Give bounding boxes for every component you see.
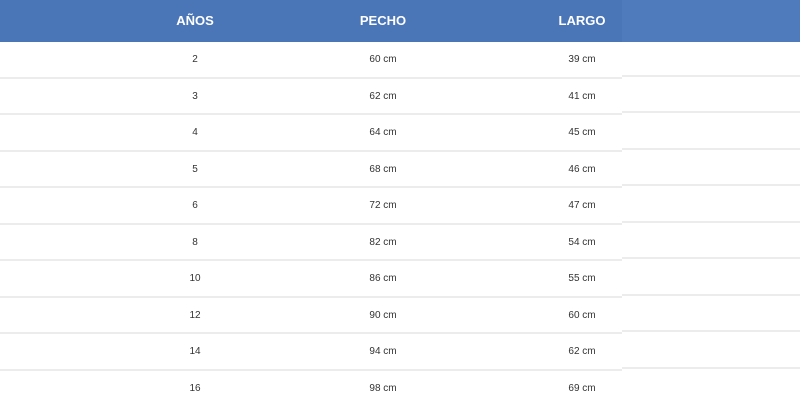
age-cell: 12 <box>189 298 200 334</box>
chest-cell: 72 cm <box>369 188 396 224</box>
table-row: 6 72 cm 47 cm <box>0 188 800 225</box>
chest-cell: 98 cm <box>369 371 396 407</box>
row-divider <box>622 184 800 186</box>
column-header-pecho: PECHO <box>360 0 406 42</box>
row-divider <box>622 294 800 296</box>
row-divider <box>622 75 800 77</box>
row-divider <box>622 257 800 259</box>
length-cell: 46 cm <box>568 152 595 188</box>
length-cell: 55 cm <box>568 261 595 297</box>
row-divider <box>622 111 800 113</box>
chest-cell: 86 cm <box>369 261 396 297</box>
chest-cell: 62 cm <box>369 79 396 115</box>
row-divider <box>622 148 800 150</box>
length-cell: 47 cm <box>568 188 595 224</box>
header-extension <box>622 0 800 42</box>
table-row: 12 90 cm 60 cm <box>0 298 800 335</box>
length-cell: 62 cm <box>568 334 595 370</box>
row-divider <box>622 330 800 332</box>
table-row: 4 64 cm 45 cm <box>0 115 800 152</box>
chest-cell: 90 cm <box>369 298 396 334</box>
table-row: 2 60 cm 39 cm <box>0 42 800 79</box>
age-cell: 2 <box>192 42 198 78</box>
age-cell: 4 <box>192 115 198 151</box>
length-cell: 60 cm <box>568 298 595 334</box>
row-divider <box>622 221 800 223</box>
table-row: 3 62 cm 41 cm <box>0 79 800 116</box>
age-cell: 14 <box>189 334 200 370</box>
chest-cell: 82 cm <box>369 225 396 261</box>
age-cell: 8 <box>192 225 198 261</box>
row-divider <box>622 367 800 369</box>
table-header: AÑOS PECHO LARGO <box>0 0 800 42</box>
length-cell: 41 cm <box>568 79 595 115</box>
chest-cell: 68 cm <box>369 152 396 188</box>
table-row: 10 86 cm 55 cm <box>0 261 800 298</box>
age-cell: 16 <box>189 371 200 407</box>
age-cell: 6 <box>192 188 198 224</box>
column-header-largo: LARGO <box>559 0 606 42</box>
age-cell: 5 <box>192 152 198 188</box>
table-row: 14 94 cm 62 cm <box>0 334 800 371</box>
column-header-anos: AÑOS <box>176 0 214 42</box>
table-row: 5 68 cm 46 cm <box>0 152 800 189</box>
length-cell: 45 cm <box>568 115 595 151</box>
table-row: 8 82 cm 54 cm <box>0 225 800 262</box>
table-row: 16 98 cm 69 cm <box>0 371 800 407</box>
length-cell: 54 cm <box>568 225 595 261</box>
chest-cell: 64 cm <box>369 115 396 151</box>
age-cell: 10 <box>189 261 200 297</box>
chest-cell: 94 cm <box>369 334 396 370</box>
length-cell: 69 cm <box>568 371 595 407</box>
chest-cell: 60 cm <box>369 42 396 78</box>
length-cell: 39 cm <box>568 42 595 78</box>
age-cell: 3 <box>192 79 198 115</box>
